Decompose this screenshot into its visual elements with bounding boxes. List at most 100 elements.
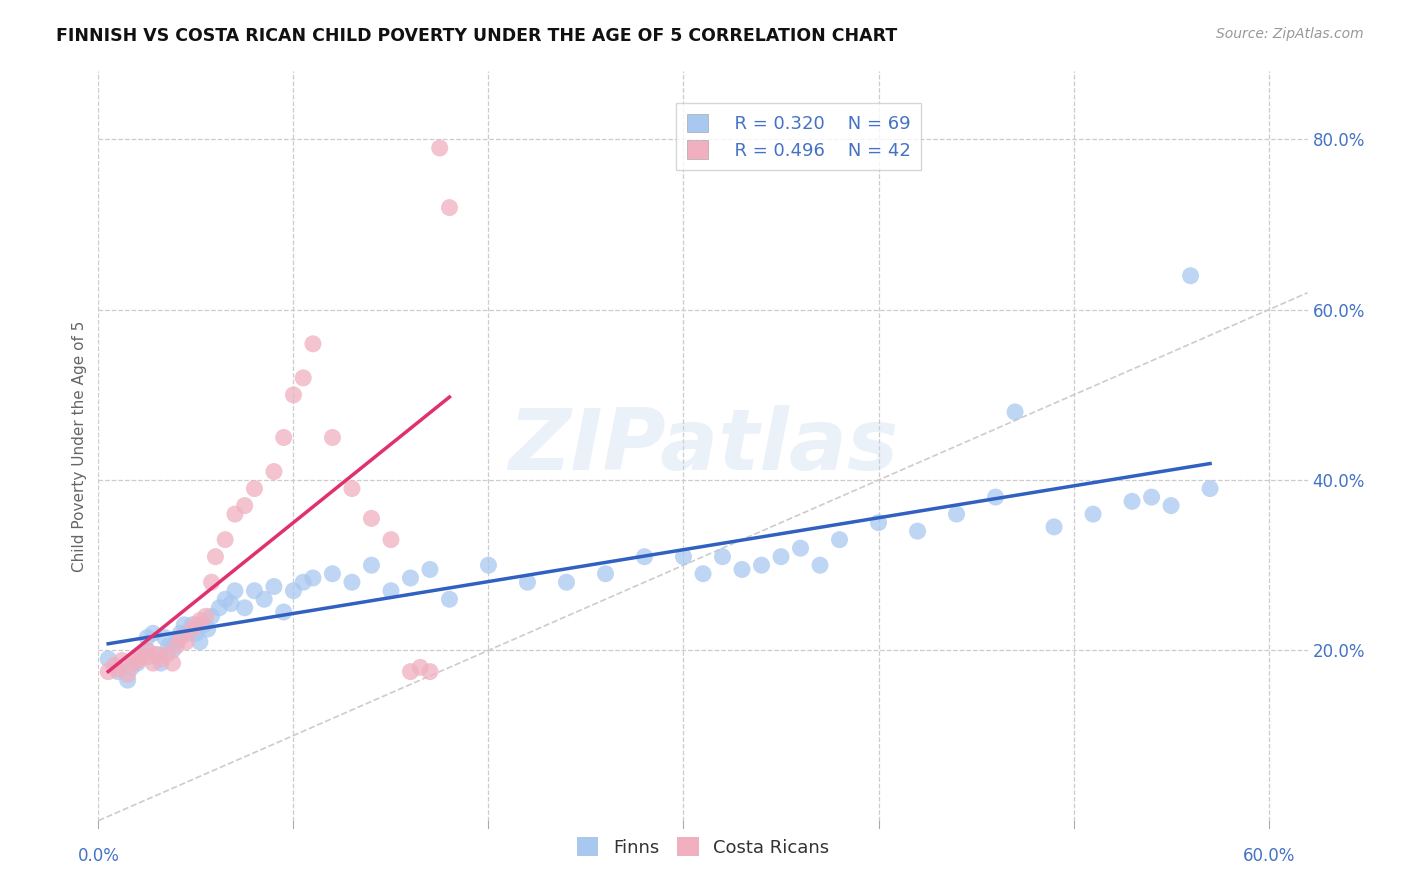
Point xyxy=(360,511,382,525)
Point xyxy=(555,575,578,590)
Point xyxy=(243,583,266,598)
Point xyxy=(188,614,211,628)
Point xyxy=(194,609,217,624)
Point xyxy=(516,575,538,590)
Point xyxy=(117,667,139,681)
Point xyxy=(731,562,754,576)
Point xyxy=(224,507,246,521)
Point xyxy=(283,388,305,402)
Point xyxy=(193,617,215,632)
Point xyxy=(1180,268,1202,283)
Point xyxy=(127,656,149,670)
Point xyxy=(263,580,285,594)
Point xyxy=(711,549,734,564)
Point xyxy=(321,566,343,581)
Point xyxy=(672,549,695,564)
Point xyxy=(197,622,219,636)
Point xyxy=(111,654,134,668)
Point xyxy=(419,665,441,679)
Point xyxy=(808,558,831,573)
Point xyxy=(142,656,165,670)
Point xyxy=(429,141,451,155)
Point xyxy=(127,654,149,668)
Point xyxy=(131,650,153,665)
Point xyxy=(136,650,159,665)
Point xyxy=(181,617,204,632)
Point xyxy=(751,558,773,573)
Point xyxy=(789,541,811,556)
Point xyxy=(302,571,325,585)
Point xyxy=(253,592,276,607)
Point xyxy=(283,583,305,598)
Point xyxy=(169,626,191,640)
Point xyxy=(136,631,159,645)
Point xyxy=(184,617,207,632)
Point xyxy=(131,648,153,662)
Text: FINNISH VS COSTA RICAN CHILD POVERTY UNDER THE AGE OF 5 CORRELATION CHART: FINNISH VS COSTA RICAN CHILD POVERTY UND… xyxy=(56,27,897,45)
Point xyxy=(169,631,191,645)
Point xyxy=(156,648,179,662)
Point xyxy=(907,524,929,538)
Point xyxy=(399,665,422,679)
Point xyxy=(360,558,382,573)
Point xyxy=(200,609,222,624)
Point xyxy=(204,549,226,564)
Point xyxy=(173,617,195,632)
Point xyxy=(146,648,169,662)
Point xyxy=(399,571,422,585)
Point xyxy=(984,490,1007,504)
Point xyxy=(219,597,242,611)
Point xyxy=(174,635,197,649)
Point xyxy=(419,562,441,576)
Point xyxy=(188,635,211,649)
Point xyxy=(1140,490,1163,504)
Point xyxy=(165,639,187,653)
Point xyxy=(136,643,159,657)
Point xyxy=(263,465,285,479)
Point xyxy=(214,592,236,607)
Point xyxy=(1160,499,1182,513)
Point xyxy=(181,622,204,636)
Point xyxy=(224,583,246,598)
Point xyxy=(200,575,222,590)
Point xyxy=(633,549,655,564)
Text: 60.0%: 60.0% xyxy=(1243,847,1295,865)
Text: ZIPatlas: ZIPatlas xyxy=(508,404,898,488)
Point xyxy=(117,673,139,688)
Point xyxy=(1199,482,1222,496)
Point xyxy=(165,635,187,649)
Point xyxy=(149,652,172,666)
Point xyxy=(439,592,461,607)
Point xyxy=(340,575,363,590)
Point xyxy=(233,499,256,513)
Point xyxy=(103,658,125,673)
Point xyxy=(595,566,617,581)
Point xyxy=(97,665,120,679)
Point xyxy=(184,626,207,640)
Point xyxy=(292,371,315,385)
Point xyxy=(380,583,402,598)
Point xyxy=(1121,494,1143,508)
Point xyxy=(136,643,159,657)
Point xyxy=(162,656,184,670)
Text: Source: ZipAtlas.com: Source: ZipAtlas.com xyxy=(1216,27,1364,41)
Y-axis label: Child Poverty Under the Age of 5: Child Poverty Under the Age of 5 xyxy=(72,320,87,572)
Point xyxy=(292,575,315,590)
Point xyxy=(208,600,231,615)
Point xyxy=(149,656,172,670)
Point xyxy=(122,656,145,670)
Point xyxy=(153,631,176,645)
Legend: Finns, Costa Ricans: Finns, Costa Ricans xyxy=(569,830,837,864)
Point xyxy=(177,626,200,640)
Point xyxy=(340,482,363,496)
Point xyxy=(142,626,165,640)
Point xyxy=(273,430,295,444)
Point xyxy=(146,648,169,662)
Point xyxy=(157,639,180,653)
Point xyxy=(121,660,143,674)
Point xyxy=(233,600,256,615)
Point xyxy=(477,558,499,573)
Point xyxy=(439,201,461,215)
Point xyxy=(214,533,236,547)
Point xyxy=(1043,520,1066,534)
